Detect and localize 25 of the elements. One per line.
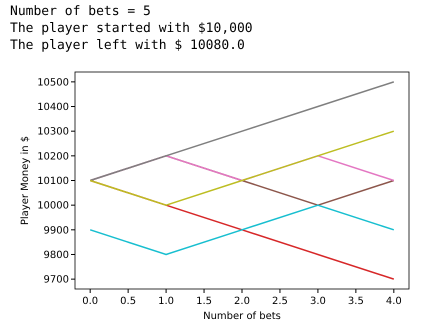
x-axis-title: Number of bets bbox=[203, 311, 281, 322]
text: The player started with $10,000 bbox=[10, 21, 253, 36]
y-tick-label: 10000 bbox=[37, 200, 69, 212]
line-series bbox=[89, 81, 395, 182]
y-tick-label: 10400 bbox=[37, 102, 69, 114]
y-tick-label: 10300 bbox=[37, 126, 69, 138]
x-tick-label: 0.5 bbox=[120, 296, 136, 307]
y-tick-label: 10100 bbox=[37, 176, 69, 187]
x-tick-label: 0.0 bbox=[82, 296, 98, 307]
x-tick-label: 4.0 bbox=[386, 296, 402, 307]
y-tick-label: 9800 bbox=[44, 250, 69, 261]
y-tick-label: 10200 bbox=[37, 151, 69, 162]
y-tick-label: 10500 bbox=[37, 77, 69, 88]
x-tick-label: 1.5 bbox=[196, 296, 212, 307]
y-axis-title: Player Money in $ bbox=[20, 136, 31, 226]
x-tick-label: 2.0 bbox=[234, 296, 250, 307]
y-tick-label: 9900 bbox=[44, 225, 69, 236]
x-tick-label: 1.0 bbox=[158, 296, 174, 307]
x-tick-label: 3.0 bbox=[310, 296, 326, 307]
y-tick-label: 9700 bbox=[44, 274, 69, 286]
x-tick-label: 2.5 bbox=[272, 296, 288, 307]
text: Number of bets = 5 bbox=[10, 4, 151, 19]
line-series bbox=[89, 130, 395, 206]
x-tick-label: 3.5 bbox=[348, 296, 364, 307]
text: The player left with $ 10080.0 bbox=[10, 38, 245, 53]
